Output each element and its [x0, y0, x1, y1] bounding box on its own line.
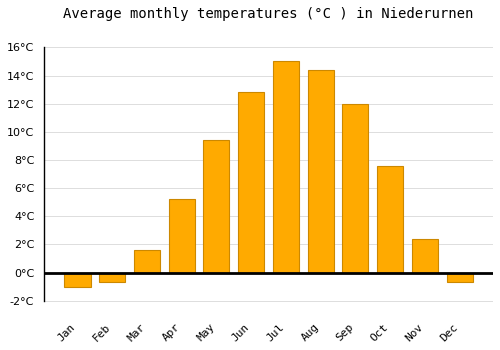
Title: Average monthly temperatures (°C ) in Niederurnen: Average monthly temperatures (°C ) in Ni…	[64, 7, 474, 21]
Bar	[238, 92, 264, 273]
Bar	[99, 273, 125, 282]
Bar	[412, 239, 438, 273]
Bar	[342, 104, 368, 273]
Bar	[446, 273, 472, 282]
Bar	[308, 70, 334, 273]
Bar	[168, 199, 194, 273]
Bar	[134, 250, 160, 273]
Bar	[377, 166, 403, 273]
Bar	[204, 140, 230, 273]
Bar	[273, 62, 299, 273]
Bar	[64, 273, 90, 287]
